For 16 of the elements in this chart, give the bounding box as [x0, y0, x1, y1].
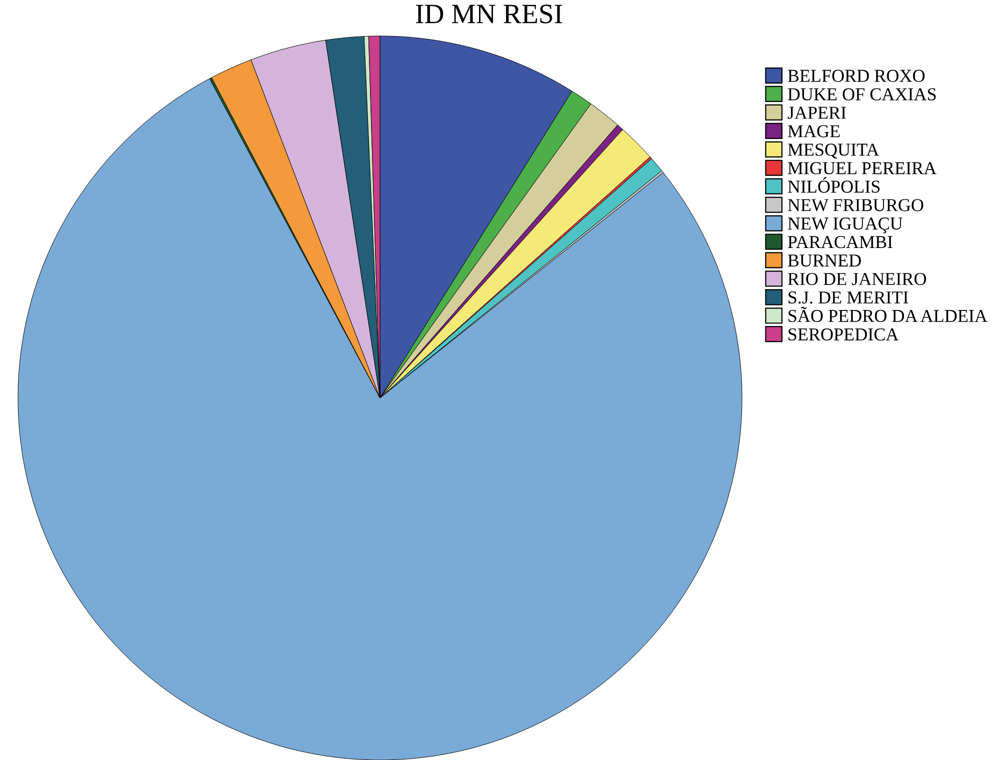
- legend-label: MESQUITA: [788, 144, 880, 159]
- legend-label: SÃO PEDRO DA ALDEIA: [788, 306, 988, 322]
- legend-label: MAGE: [788, 125, 840, 138]
- legend-label: PARACAMBI: [788, 236, 892, 248]
- legend-label: BELFORD ROXO: [788, 70, 925, 82]
- legend-label: DUKE OF CAXIAS: [788, 88, 936, 100]
- legend-label: JAPERI: [788, 106, 846, 119]
- legend-label: NEW IGUAÇU: [788, 218, 903, 234]
- chart-title: ID MN RESI: [416, 4, 562, 24]
- legend-label: MIGUEL PEREIRA: [788, 162, 937, 174]
- legend-label: NILÓPOLIS: [788, 177, 880, 193]
- legend-label: SEROPEDICA: [788, 328, 899, 341]
- legend-label: NEW FRIBURGO: [788, 199, 924, 212]
- legend-label: BURNED: [788, 254, 861, 267]
- legend-label: S.J. DE MERITI: [788, 291, 908, 304]
- legend-label: RIO DE JANEIRO: [788, 272, 926, 286]
